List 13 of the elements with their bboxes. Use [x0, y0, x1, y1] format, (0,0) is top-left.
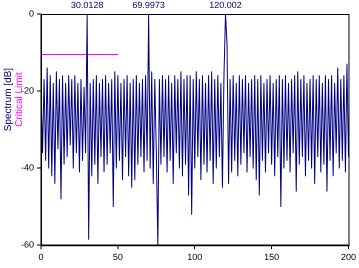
x-tick-label: 200 — [340, 252, 356, 262]
y-tick-label: -40 — [20, 162, 34, 173]
x-tick-label: 0 — [38, 252, 44, 262]
x-tick-label: 150 — [264, 252, 280, 262]
y-tick-label: -60 — [20, 240, 34, 250]
y-tick-label: -20 — [20, 86, 34, 96]
x-tick-label: 50 — [112, 252, 123, 262]
annotation: 120.002 — [209, 0, 242, 10]
annotation: 30.0128 — [70, 0, 104, 10]
annotation: 69.9973 — [132, 0, 165, 10]
y-axis-title: Spectrum [dB] — [2, 68, 14, 132]
x-tick-label: 100 — [187, 252, 202, 262]
y-tick-label: 0 — [28, 8, 34, 18]
